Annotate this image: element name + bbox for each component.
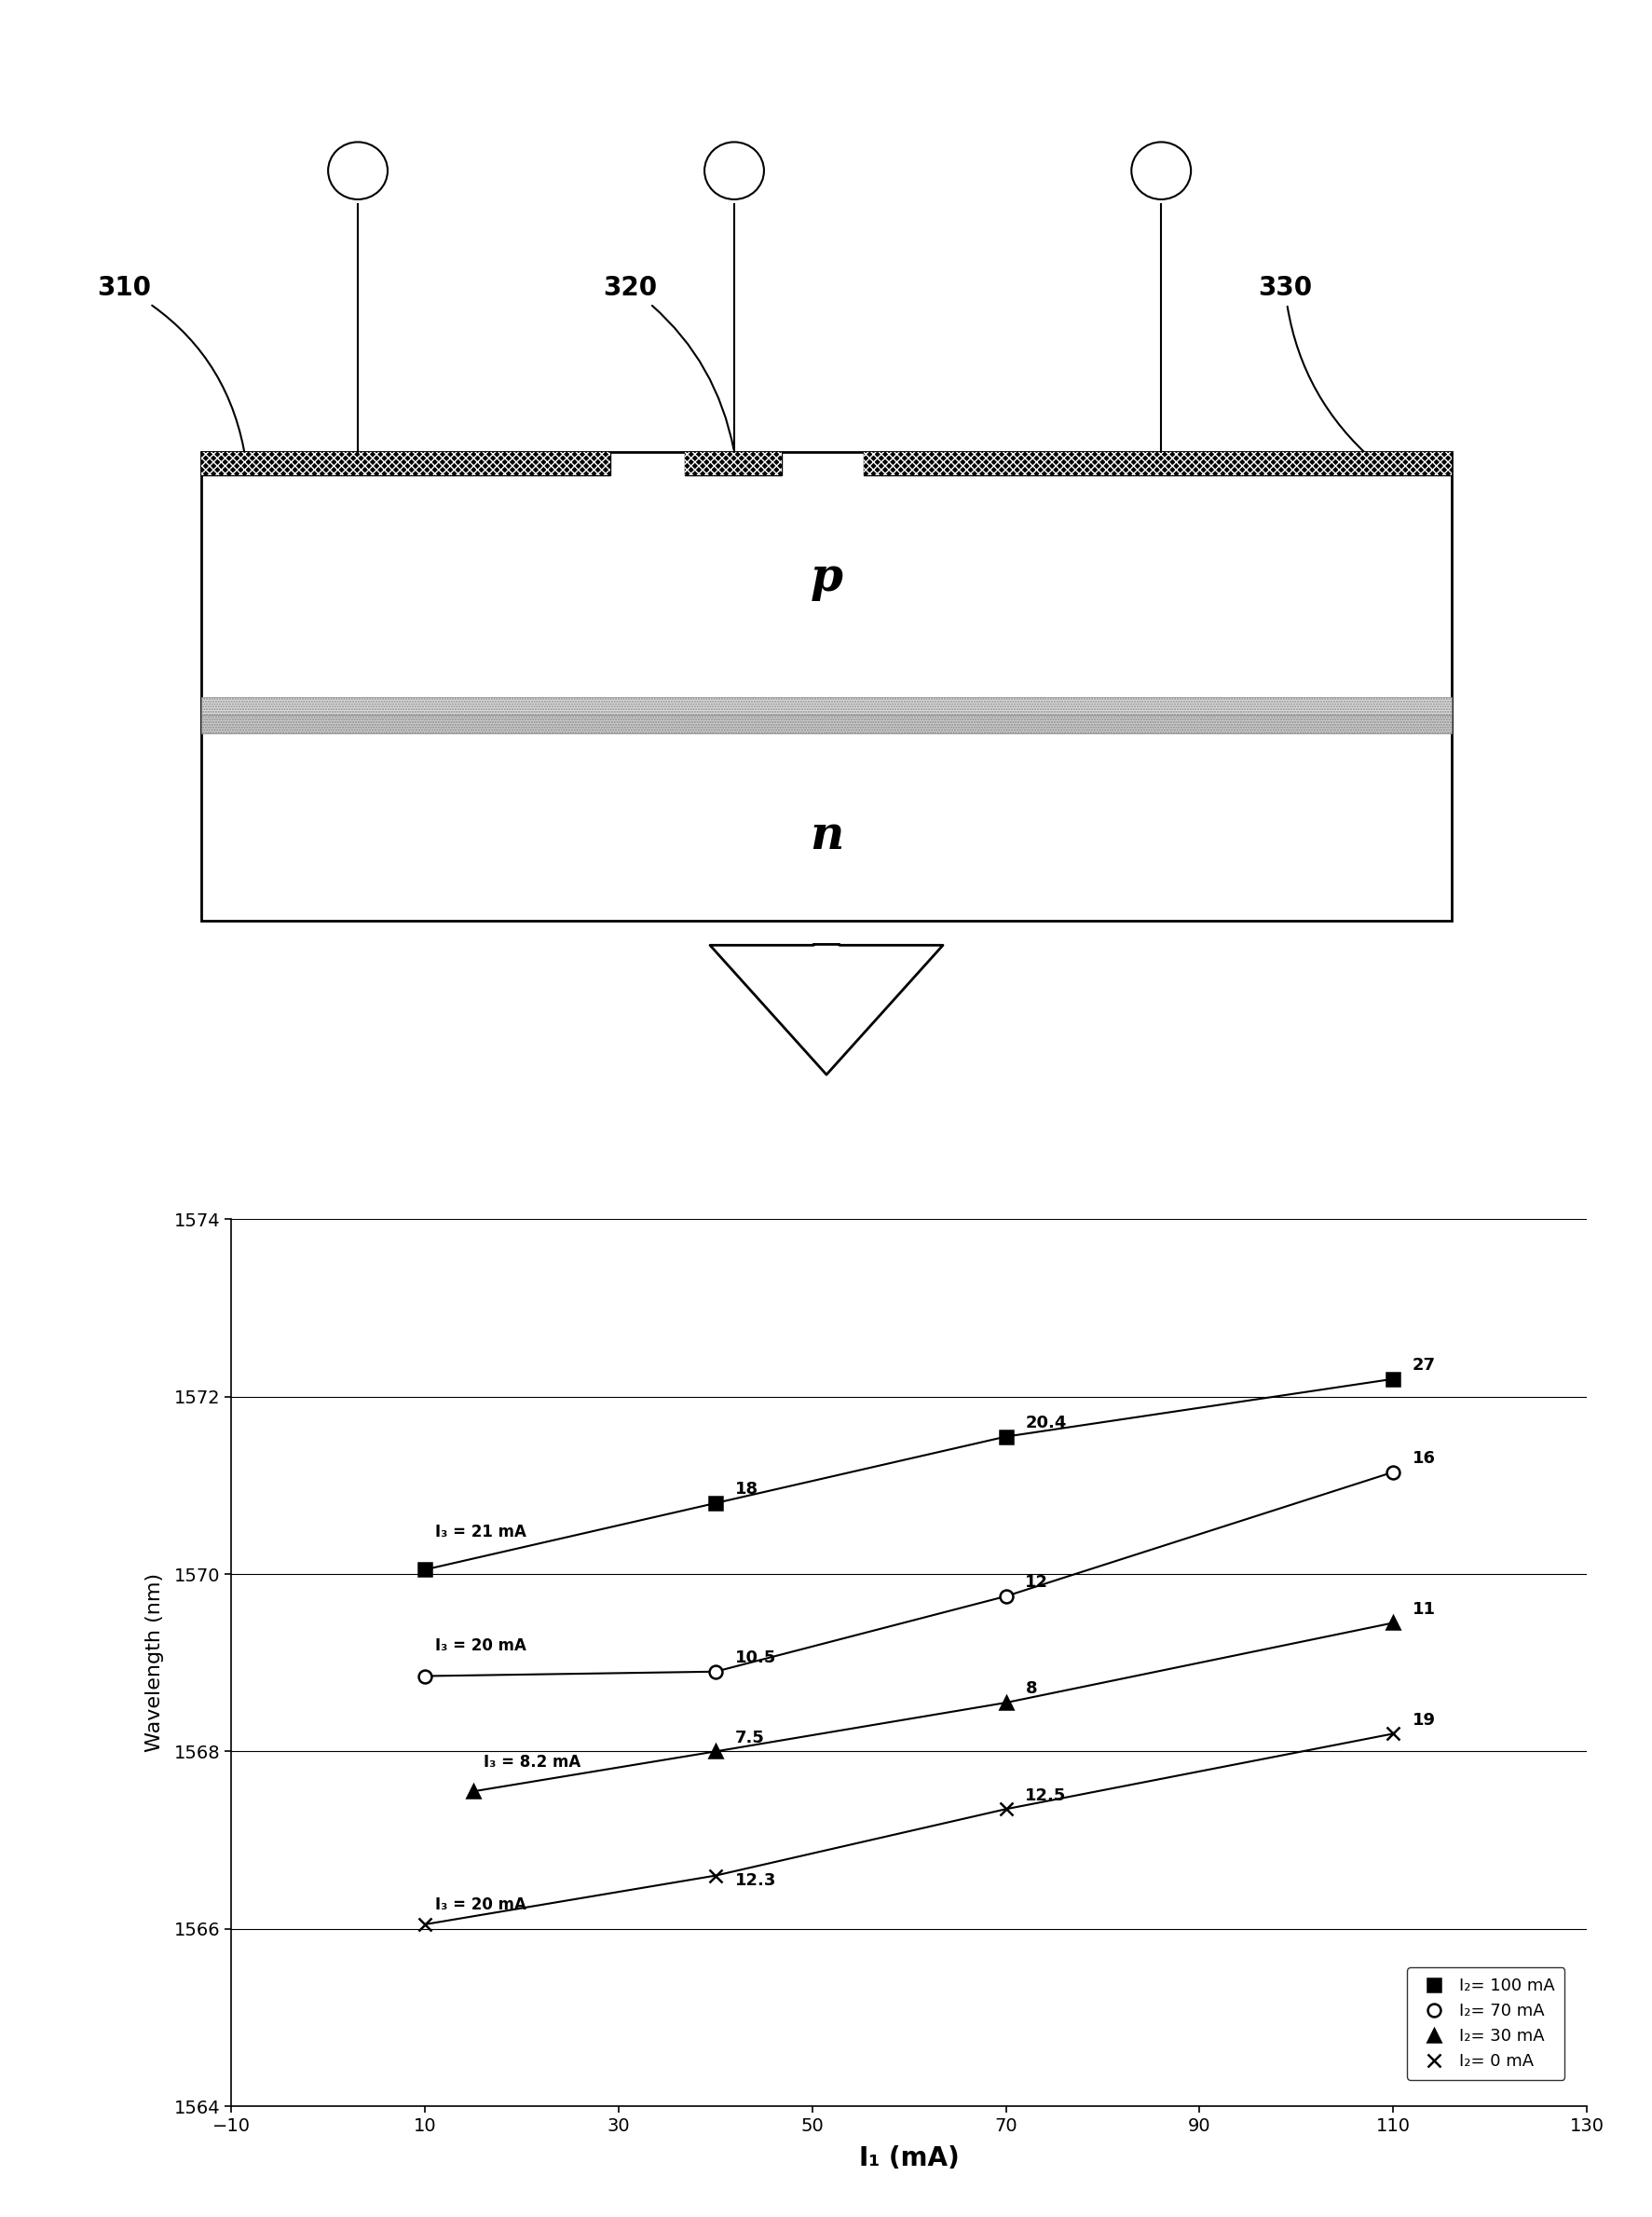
Text: 20.4: 20.4: [1024, 1414, 1066, 1432]
Text: 11: 11: [1412, 1601, 1436, 1618]
Y-axis label: Wavelength (nm): Wavelength (nm): [145, 1574, 164, 1751]
Text: 320: 320: [603, 275, 733, 450]
Bar: [684, 452, 781, 474]
Legend: I₂= 100 mA, I₂= 70 mA, I₂= 30 mA, I₂= 0 mA: I₂= 100 mA, I₂= 70 mA, I₂= 30 mA, I₂= 0 …: [1406, 1966, 1564, 2080]
Bar: [684, 452, 781, 474]
Text: I₃ = 20 mA: I₃ = 20 mA: [434, 1896, 525, 1913]
Text: 16: 16: [1412, 1450, 1436, 1468]
Text: 12.5: 12.5: [1024, 1787, 1066, 1805]
Text: 18: 18: [735, 1481, 758, 1499]
Bar: [864, 452, 1450, 474]
Text: 310: 310: [97, 275, 246, 461]
Bar: [864, 452, 1450, 474]
Ellipse shape: [327, 142, 387, 200]
Bar: [202, 452, 611, 474]
Text: 8: 8: [1024, 1680, 1036, 1698]
Text: 330: 330: [1257, 275, 1374, 461]
Text: 19: 19: [1412, 1712, 1436, 1729]
Bar: [202, 696, 1450, 716]
Text: p: p: [809, 556, 843, 601]
Bar: [202, 452, 611, 474]
Bar: [202, 452, 1450, 920]
Bar: [202, 716, 1450, 734]
Text: 27: 27: [1412, 1357, 1436, 1375]
Text: I₃ = 8.2 mA: I₃ = 8.2 mA: [482, 1754, 580, 1771]
Text: 12: 12: [1024, 1574, 1047, 1592]
Text: 7.5: 7.5: [735, 1729, 765, 1747]
Text: 10.5: 10.5: [735, 1649, 776, 1667]
Ellipse shape: [1132, 142, 1191, 200]
Text: I₃ = 20 mA: I₃ = 20 mA: [434, 1636, 525, 1654]
Ellipse shape: [704, 142, 763, 200]
Text: n: n: [809, 814, 843, 860]
X-axis label: I₁ (mA): I₁ (mA): [859, 2146, 958, 2170]
Text: I₃ = 21 mA: I₃ = 21 mA: [434, 1523, 525, 1541]
Text: 12.3: 12.3: [735, 1871, 776, 1889]
